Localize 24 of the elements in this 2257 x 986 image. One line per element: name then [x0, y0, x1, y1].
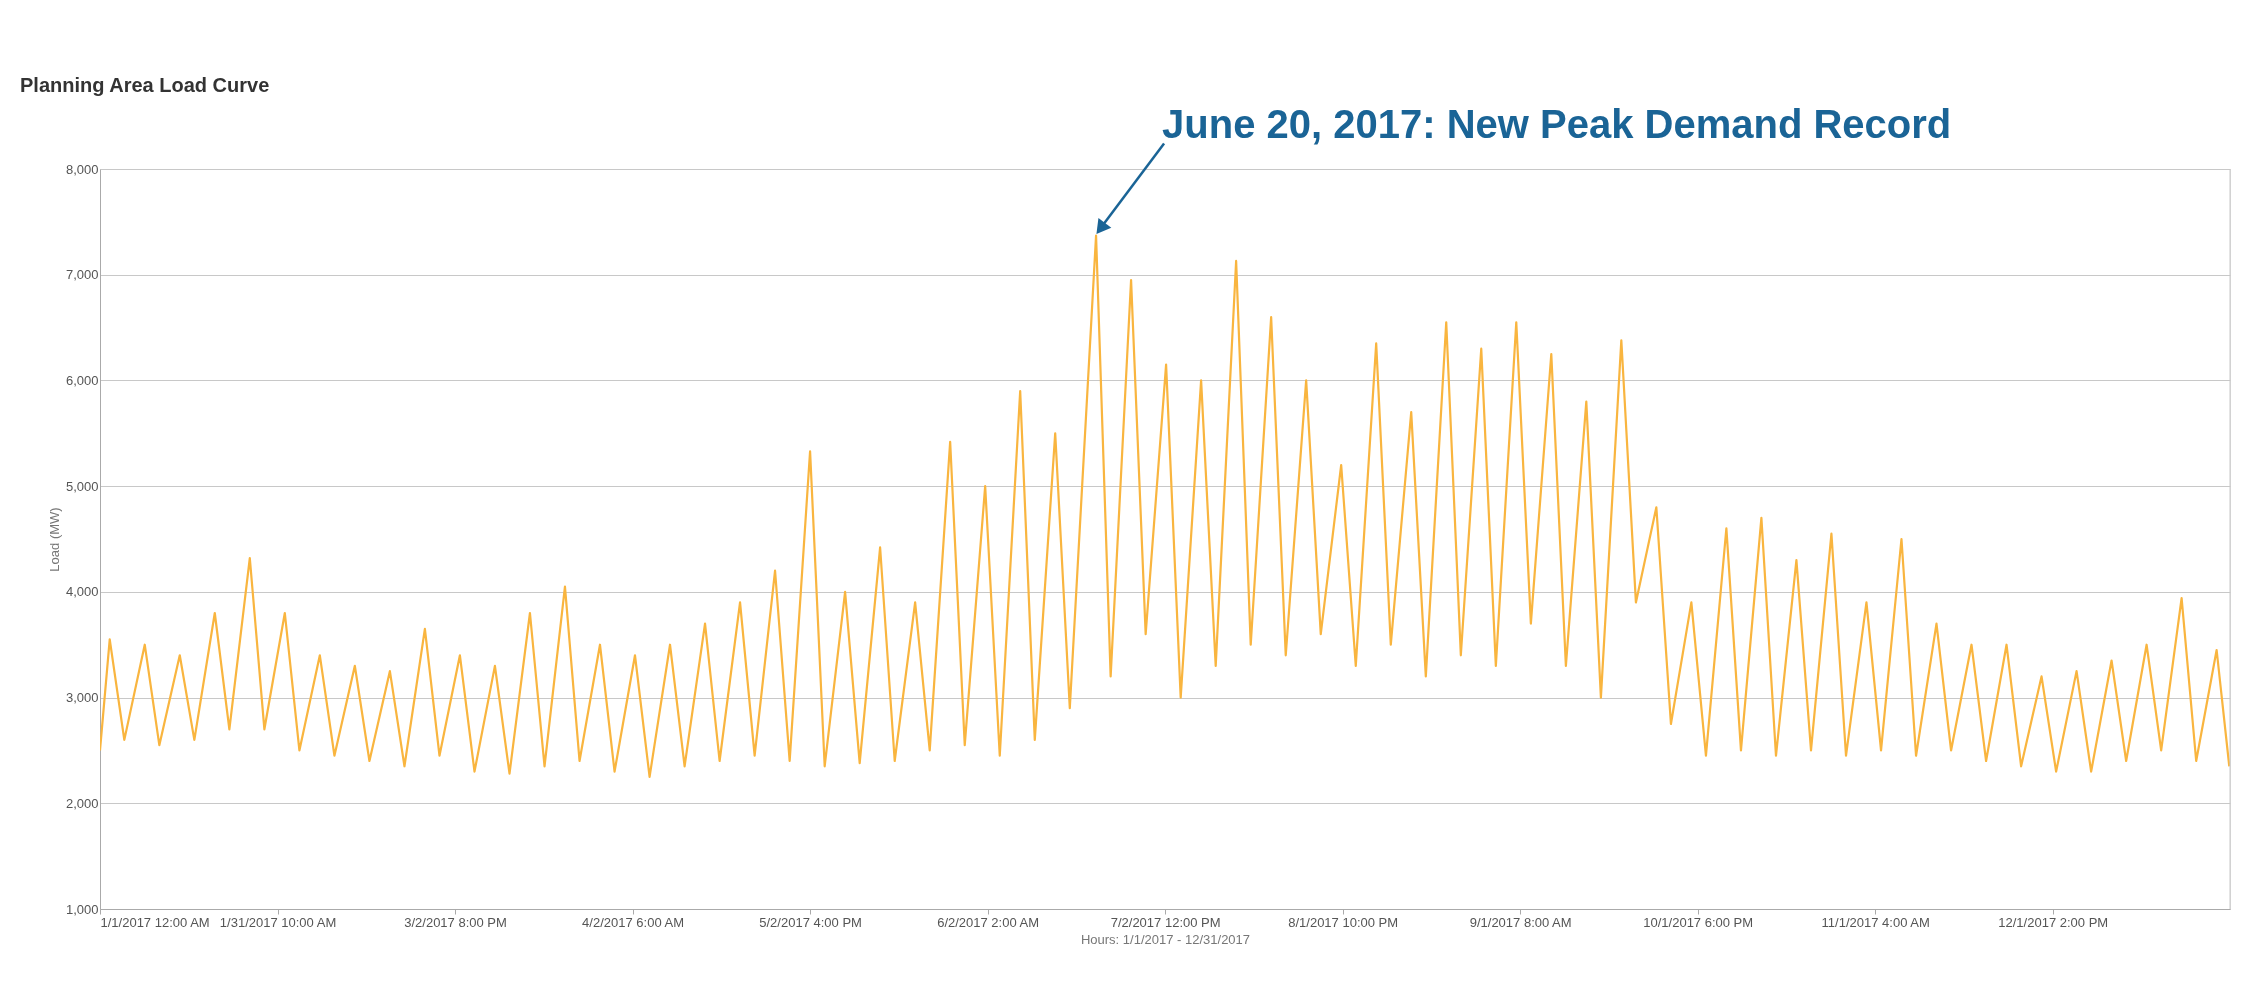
x-tick-label: 5/2/2017 4:00 PM: [759, 914, 862, 930]
x-tick-label: 1/1/2017 12:00 AM: [100, 914, 210, 930]
x-tick-label: 9/1/2017 8:00 AM: [1469, 914, 1572, 930]
y-tick-label: 1,000: [65, 901, 99, 917]
x-tick-label: 10/1/2017 6:00 PM: [1643, 914, 1754, 930]
y-tick-label: 2,000: [65, 795, 99, 811]
y-tick-label: 3,000: [65, 690, 99, 706]
y-tick-label: 5,000: [65, 478, 99, 494]
y-tick-label: 7,000: [65, 267, 99, 283]
y-tick-label: 6,000: [65, 372, 99, 388]
chart-title: Planning Area Load Curve: [20, 73, 270, 96]
y-axis-title: Load (MW): [46, 507, 62, 572]
annotation: June 20, 2017: New Peak Demand Record: [1162, 101, 1952, 146]
x-tick-label: 7/2/2017 12:00 PM: [1110, 914, 1221, 930]
x-tick-label: 11/1/2017 4:00 AM: [1821, 914, 1930, 930]
x-tick-label: 12/1/2017 2:00 PM: [1998, 914, 2109, 930]
x-tick-label: 8/1/2017 10:00 PM: [1288, 914, 1399, 930]
y-tick-label: 4,000: [65, 584, 99, 600]
x-tick-label: 4/2/2017 6:00 AM: [582, 914, 685, 930]
x-axis-title: Hours: 1/1/2017 - 12/31/2017: [1080, 931, 1251, 947]
x-tick-label: 6/2/2017 2:00 AM: [937, 914, 1040, 930]
x-tick-label: 1/31/2017 10:00 AM: [219, 914, 337, 930]
x-tick-label: 3/2/2017 8:00 PM: [404, 914, 507, 930]
y-tick-label: 8,000: [65, 161, 99, 177]
